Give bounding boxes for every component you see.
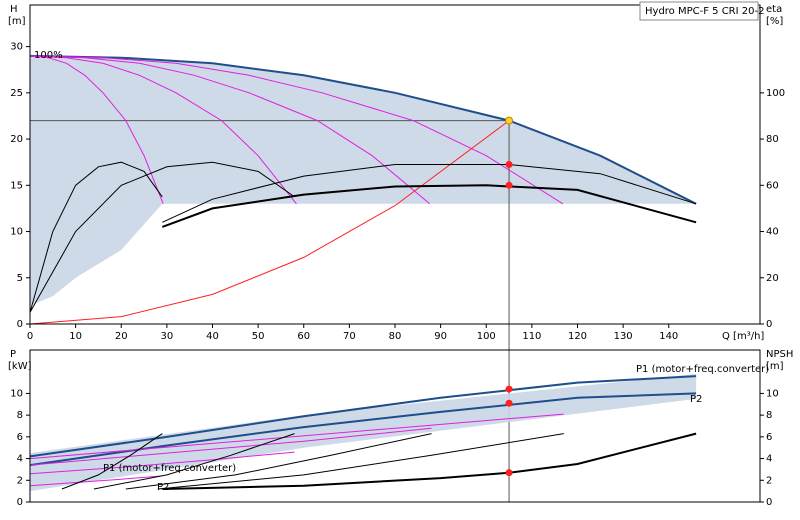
operating-point xyxy=(505,399,513,407)
y2-unit: [m] xyxy=(766,361,784,372)
operating-point xyxy=(505,469,513,477)
curve xyxy=(162,164,697,223)
y2-label: eta xyxy=(766,4,782,15)
curve xyxy=(29,427,432,466)
plot-frame xyxy=(29,349,761,503)
y-label: P xyxy=(10,349,16,360)
y2-tick-label: 4 xyxy=(766,454,772,465)
curve xyxy=(162,432,697,490)
y-tick-label: 10 xyxy=(10,388,23,399)
y2-tick-label: 100 xyxy=(766,88,785,99)
y2-tick-label: 80 xyxy=(766,134,779,145)
curve xyxy=(29,55,164,204)
y-unit: [kW] xyxy=(8,361,32,372)
y-tick-label: 0 xyxy=(17,497,23,508)
y2-tick-label: 0 xyxy=(766,319,772,330)
curve xyxy=(29,55,297,205)
x-tick-label: 60 xyxy=(297,331,310,342)
curve xyxy=(29,161,163,313)
x-tick-label: 130 xyxy=(614,331,633,342)
y2-tick-label: 2 xyxy=(766,475,772,486)
x-tick-label: 50 xyxy=(252,331,265,342)
curve xyxy=(125,433,432,490)
curve xyxy=(29,413,564,460)
y-tick-label: 6 xyxy=(17,432,23,443)
y-tick-label: 10 xyxy=(10,227,23,238)
envelope-area xyxy=(30,55,697,306)
annotation: 100% xyxy=(34,50,63,61)
y2-tick-label: 40 xyxy=(766,227,779,238)
x-tick-label: 110 xyxy=(522,331,541,342)
y-label: H xyxy=(10,4,18,15)
y-tick-label: 15 xyxy=(10,180,23,191)
x-tick-label: 10 xyxy=(69,331,82,342)
operating-point xyxy=(505,116,514,125)
y2-tick-label: 8 xyxy=(766,410,772,421)
x-tick-label: 0 xyxy=(27,331,33,342)
y-tick-label: 30 xyxy=(10,42,23,53)
x-tick-label: 80 xyxy=(389,331,402,342)
operating-point xyxy=(505,181,513,189)
y2-label: NPSH xyxy=(766,349,793,360)
curve xyxy=(29,55,431,205)
x-tick-label: 100 xyxy=(477,331,496,342)
chart-title: Hydro MPC-F 5 CRI 20-2 xyxy=(645,6,764,17)
y-tick-label: 4 xyxy=(17,454,23,465)
y-tick-label: 2 xyxy=(17,475,23,486)
x-tick-label: 140 xyxy=(659,331,678,342)
curve xyxy=(29,54,697,205)
x-tick-label: 120 xyxy=(568,331,587,342)
y2-tick-label: 20 xyxy=(766,273,779,284)
curve xyxy=(29,451,295,475)
operating-point xyxy=(505,161,513,168)
y-tick-label: 0 xyxy=(17,319,23,330)
x-tick-label: 90 xyxy=(434,331,447,342)
curve xyxy=(29,161,295,313)
y-unit: [m] xyxy=(8,16,26,27)
y-tick-label: 8 xyxy=(17,410,23,421)
y2-tick-label: 10 xyxy=(766,388,779,399)
x-tick-label: 30 xyxy=(161,331,174,342)
y-tick-label: 20 xyxy=(10,134,23,145)
x-tick-label: 20 xyxy=(115,331,128,342)
y2-tick-label: 6 xyxy=(766,432,772,443)
y-tick-label: 25 xyxy=(10,88,23,99)
curve xyxy=(29,55,564,205)
title-box xyxy=(639,1,759,21)
annotation: P2 xyxy=(157,482,169,493)
curve xyxy=(157,433,564,490)
curve xyxy=(61,433,163,490)
annotation: P1 (motor+freq.converter) xyxy=(636,364,769,375)
curve xyxy=(161,184,697,228)
x-label: Q [m³/h] xyxy=(722,331,764,342)
y2-tick-label: 60 xyxy=(766,180,779,191)
curve xyxy=(93,433,295,490)
curve xyxy=(29,475,163,487)
curve xyxy=(29,375,697,458)
x-tick-label: 70 xyxy=(343,331,356,342)
y2-unit: [%] xyxy=(766,16,783,27)
annotation: P2 xyxy=(690,394,702,405)
operating-point xyxy=(505,385,513,393)
y2-tick-label: 0 xyxy=(766,497,772,508)
x-tick-label: 40 xyxy=(206,331,219,342)
curve xyxy=(29,120,510,325)
y-tick-label: 5 xyxy=(17,273,23,284)
annotation: P1 (motor+freq.converter) xyxy=(103,463,236,474)
